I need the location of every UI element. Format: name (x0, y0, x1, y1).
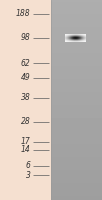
Text: 28: 28 (21, 117, 31, 127)
Text: 6: 6 (26, 162, 31, 170)
Text: 17: 17 (21, 138, 31, 146)
Bar (0, 0, 51, 200)
Text: 62: 62 (21, 58, 31, 68)
Text: 49: 49 (21, 73, 31, 82)
Text: 98: 98 (21, 33, 31, 43)
Text: 14: 14 (21, 146, 31, 154)
Text: 38: 38 (21, 94, 31, 102)
Text: 3: 3 (26, 170, 31, 180)
Text: 188: 188 (16, 9, 31, 19)
